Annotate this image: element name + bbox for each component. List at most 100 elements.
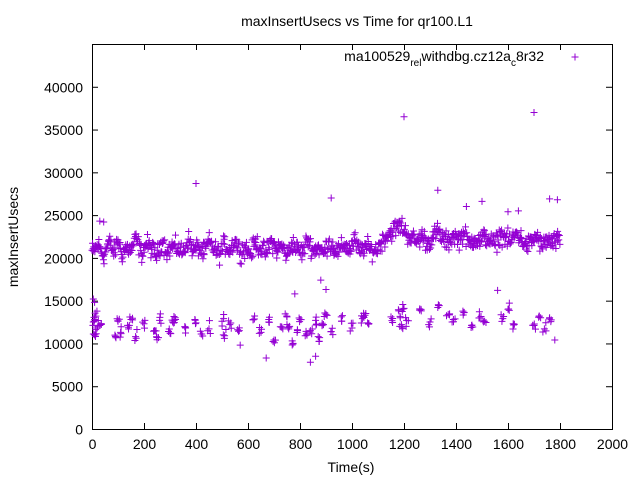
- data-point: [478, 197, 486, 205]
- data-point: [420, 227, 428, 235]
- data-point: [327, 194, 335, 202]
- data-point: [494, 236, 502, 244]
- data-point: [255, 329, 263, 337]
- data-point: [409, 227, 417, 235]
- data-point: [449, 231, 457, 239]
- data-point: [308, 325, 316, 333]
- data-point: [470, 234, 478, 242]
- data-point: [322, 286, 330, 294]
- data-point: [302, 327, 310, 335]
- data-point: [505, 299, 513, 307]
- data-point: [439, 235, 447, 243]
- data-point: [530, 320, 538, 328]
- data-point: [331, 249, 339, 257]
- data-point: [538, 243, 546, 251]
- data-point: [299, 249, 307, 257]
- data-point: [444, 238, 452, 246]
- data-point: [480, 226, 488, 234]
- data-point: [397, 221, 405, 229]
- y-tick-label: 15000: [44, 293, 83, 309]
- data-point: [542, 327, 550, 335]
- data-point: [531, 325, 539, 333]
- data-point: [143, 230, 151, 238]
- data-point: [347, 247, 355, 255]
- data-point: [117, 245, 125, 253]
- data-point: [242, 238, 250, 246]
- data-point: [394, 306, 402, 314]
- data-point: [212, 251, 220, 259]
- data-point: [542, 243, 550, 251]
- legend-label-sub: c: [511, 58, 516, 69]
- data-point: [118, 250, 126, 258]
- y-tick-label: 40000: [44, 79, 83, 95]
- data-point: [351, 236, 359, 244]
- data-point: [323, 252, 331, 260]
- data-point: [226, 246, 234, 254]
- data-point: [247, 250, 255, 258]
- data-point: [498, 317, 506, 325]
- data-point: [94, 317, 102, 325]
- data-point: [429, 233, 437, 241]
- data-point: [546, 195, 554, 203]
- data-point: [118, 258, 126, 266]
- data-point: [257, 328, 265, 336]
- data-point: [89, 321, 97, 329]
- data-point: [555, 231, 563, 239]
- data-point: [132, 234, 140, 242]
- data-point: [475, 308, 483, 316]
- data-point: [117, 323, 125, 331]
- data-point: [319, 250, 327, 258]
- data-point: [121, 244, 129, 252]
- data-point: [434, 186, 442, 194]
- x-tick-label: 1400: [441, 436, 472, 452]
- data-point: [117, 330, 125, 338]
- data-point: [95, 241, 102, 249]
- data-point: [147, 254, 155, 262]
- data-point: [500, 312, 508, 320]
- x-axis-label: Time(s): [328, 459, 375, 475]
- data-point: [347, 319, 355, 327]
- data-point: [315, 251, 323, 259]
- data-point: [504, 208, 512, 216]
- data-point: [170, 316, 178, 324]
- data-point: [498, 243, 506, 251]
- y-tick-label: 0: [75, 422, 83, 438]
- data-point: [116, 333, 124, 341]
- data-point: [253, 233, 261, 241]
- data-point: [181, 323, 189, 331]
- data-point: [235, 324, 243, 332]
- data-point: [517, 234, 525, 242]
- legend-marker-symbol: [571, 53, 579, 61]
- data-point: [469, 323, 477, 331]
- data-point: [509, 325, 517, 333]
- data-point: [249, 316, 257, 324]
- data-point: [236, 259, 244, 267]
- data-point: [298, 256, 306, 264]
- data-point: [382, 233, 390, 240]
- data-point: [475, 238, 483, 246]
- data-point: [283, 251, 291, 259]
- data-point: [91, 331, 99, 339]
- data-point: [219, 239, 227, 247]
- y-tick-label: 25000: [44, 208, 83, 224]
- data-point: [514, 207, 522, 215]
- data-point: [396, 322, 404, 330]
- data-point: [337, 234, 345, 242]
- data-point: [184, 235, 192, 243]
- data-point: [459, 311, 467, 319]
- data-point: [215, 250, 223, 258]
- data-point: [131, 337, 139, 345]
- data-point: [90, 317, 98, 325]
- data-point: [523, 246, 531, 254]
- data-point: [172, 231, 180, 239]
- data-point: [129, 242, 137, 250]
- data-point: [227, 319, 235, 327]
- data-point: [185, 228, 193, 236]
- data-point: [195, 243, 203, 251]
- data-point: [387, 313, 395, 321]
- data-point: [467, 324, 475, 332]
- data-point: [428, 241, 436, 249]
- data-point: [289, 233, 297, 241]
- data-point: [554, 230, 562, 238]
- data-point: [205, 317, 213, 325]
